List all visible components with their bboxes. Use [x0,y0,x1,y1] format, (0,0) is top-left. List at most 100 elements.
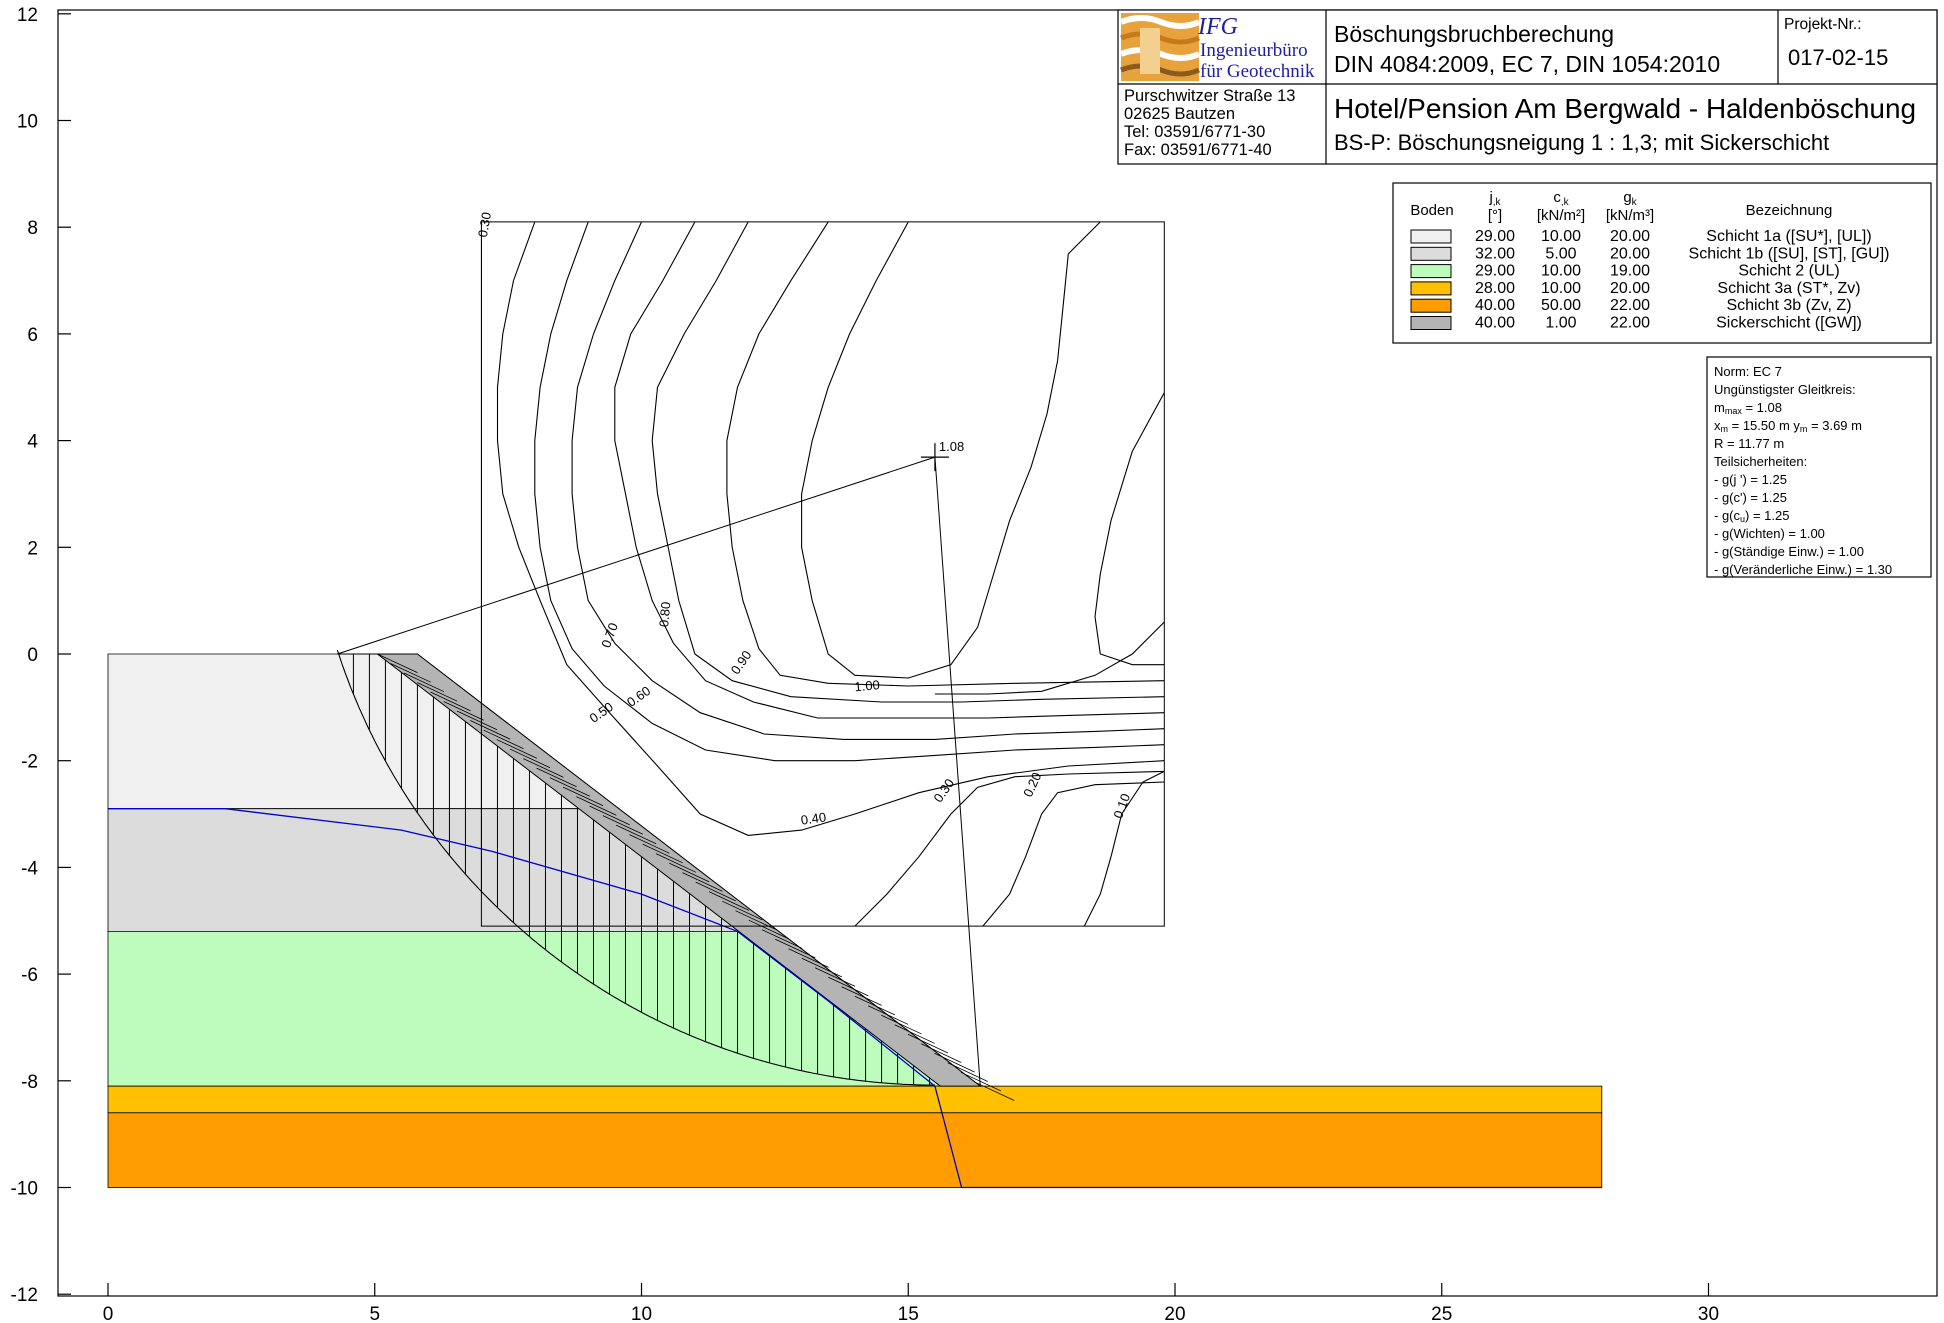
info-norm: Norm: EC 7 [1714,364,1782,379]
drain-hatch [655,853,697,873]
contour-label: 0.10 [1110,791,1133,820]
drain-hatch [536,767,577,788]
info-partial-c: - g(c') = 1.25 [1714,490,1787,505]
slip-circle [336,650,935,1086]
info-mu: mmax = 1.08 [1714,400,1782,416]
drain-hatch [443,701,484,721]
drain-hatch [602,815,644,835]
contour-label: 0.50 [587,699,616,726]
drain-hatch [496,739,537,759]
legend-c: 5.00 [1545,245,1576,262]
radius-line-right [934,457,981,1087]
legend-g: 20.00 [1610,245,1650,262]
drain-hatch [456,710,498,731]
drain-hatch [377,653,418,674]
legend-phi: 29.00 [1475,228,1515,245]
contour-line [571,221,1165,740]
drain-hatch [390,663,431,683]
x-tick-label: 25 [1431,1304,1452,1323]
legend-name: Schicht 3b (Zv, Z) [1726,297,1851,314]
legend-name: Schicht 1b ([SU], [ST], [GU]) [1689,245,1890,262]
legend-phi: 40.00 [1475,315,1515,332]
info-critical: Ungünstigster Gleitkreis: [1714,382,1856,397]
legend-c: 10.00 [1541,280,1581,297]
water-table-line [108,808,1602,1189]
calc-title: Böschungsbruchberechung [1334,21,1614,47]
legend-swatch [1410,229,1452,244]
soil-legend: Boden j,k [°] c,k [kN/m²] gk [kN/m³] Bez… [1392,182,1932,344]
drain-hatch [867,1005,909,1025]
contour-label: 0.20 [1020,770,1044,799]
address-city: 02625 Bautzen [1124,105,1235,123]
critical-circle-center: 1.08 [337,439,981,1087]
contour-line [651,221,1165,703]
fax: Fax: 03591/6771-40 [1124,141,1272,159]
drain-hatch [881,1014,922,1035]
drain-hatch [589,805,630,826]
legend-g: 20.00 [1610,228,1650,245]
phone: Tel: 03591/6771-30 [1124,123,1265,141]
info-partial-variable: - g(Veränderliche Einw.) = 1.30 [1714,562,1892,577]
legend-phi: 28.00 [1475,280,1515,297]
drain-hatch [576,796,617,816]
contour-line [534,221,1165,762]
layer-3b [107,1112,1603,1188]
info-partial-cu: - g(cu) = 1.25 [1714,508,1789,524]
info-radius: R = 11.77 m [1714,436,1784,451]
slip-body [336,650,1015,1101]
contour-line [614,221,1165,719]
drain-hatch [761,929,803,949]
radius-line-left [337,456,936,655]
drain-hatch [960,1071,1002,1092]
drain-hatch [788,948,829,968]
y-tick-label: 12 [17,5,38,26]
x-tick-label: 5 [369,1304,380,1323]
drain-hatch [907,1033,949,1054]
drain-hatch [562,786,604,807]
drain-hatch [642,843,683,864]
legend-swatch [1410,264,1452,279]
company-logo: IFG Ingenieurbüro für Geotechnik [1119,13,1315,82]
logo-line-1: Ingenieurbüro [1200,40,1308,61]
legend-swatch [1410,298,1452,313]
project-number: 017-02-15 [1788,45,1888,70]
logo-abbr: IFG [1197,14,1238,40]
legend-col-g-unit: [kN/m³] [1606,207,1654,224]
legend-col-phi: j,k [1488,189,1501,208]
legend-col-phi-unit: [°] [1488,207,1502,224]
legend-col-g: gk [1623,189,1637,208]
legend-swatch [1410,316,1452,330]
info-partial-phi: - g(j ') = 1.25 [1714,472,1787,487]
contour-label: 0.60 [624,683,653,710]
y-tick-label: -2 [21,752,38,773]
legend-c: 10.00 [1541,228,1581,245]
contour-label: 1.00 [854,677,881,694]
drain-hatch [775,938,816,959]
x-tick-label: 0 [103,1304,114,1323]
soil-layers [107,653,1603,1188]
calc-standards: DIN 4084:2009, EC 7, DIN 1054:2010 [1334,51,1720,77]
drain-hatch [682,872,723,892]
drain-hatch [483,729,524,750]
contour-line [982,781,1165,927]
legend-name: Schicht 2 (UL) [1738,263,1839,280]
drain-hatch [470,720,511,740]
y-tick-label: 4 [27,432,38,453]
legend-g: 22.00 [1610,315,1650,332]
y-tick-label: 10 [17,112,38,133]
y-tick-label: 8 [27,218,38,239]
drain-hatch [615,824,657,845]
y-tick-label: 6 [27,325,38,346]
layer-1a [107,653,621,810]
legend-name: Sickerschicht ([GW]) [1716,315,1862,332]
drain-hatch [549,777,591,797]
contour-label: 0.90 [728,648,755,677]
drain-hatch [814,967,856,987]
info-partial: Teilsicherheiten: [1714,454,1807,469]
drain-hatch [509,748,551,769]
drain-hatch [854,995,896,1016]
grid-frame [480,221,1165,927]
y-tick-label: -6 [21,965,38,986]
y-tick-label: 2 [27,538,38,559]
